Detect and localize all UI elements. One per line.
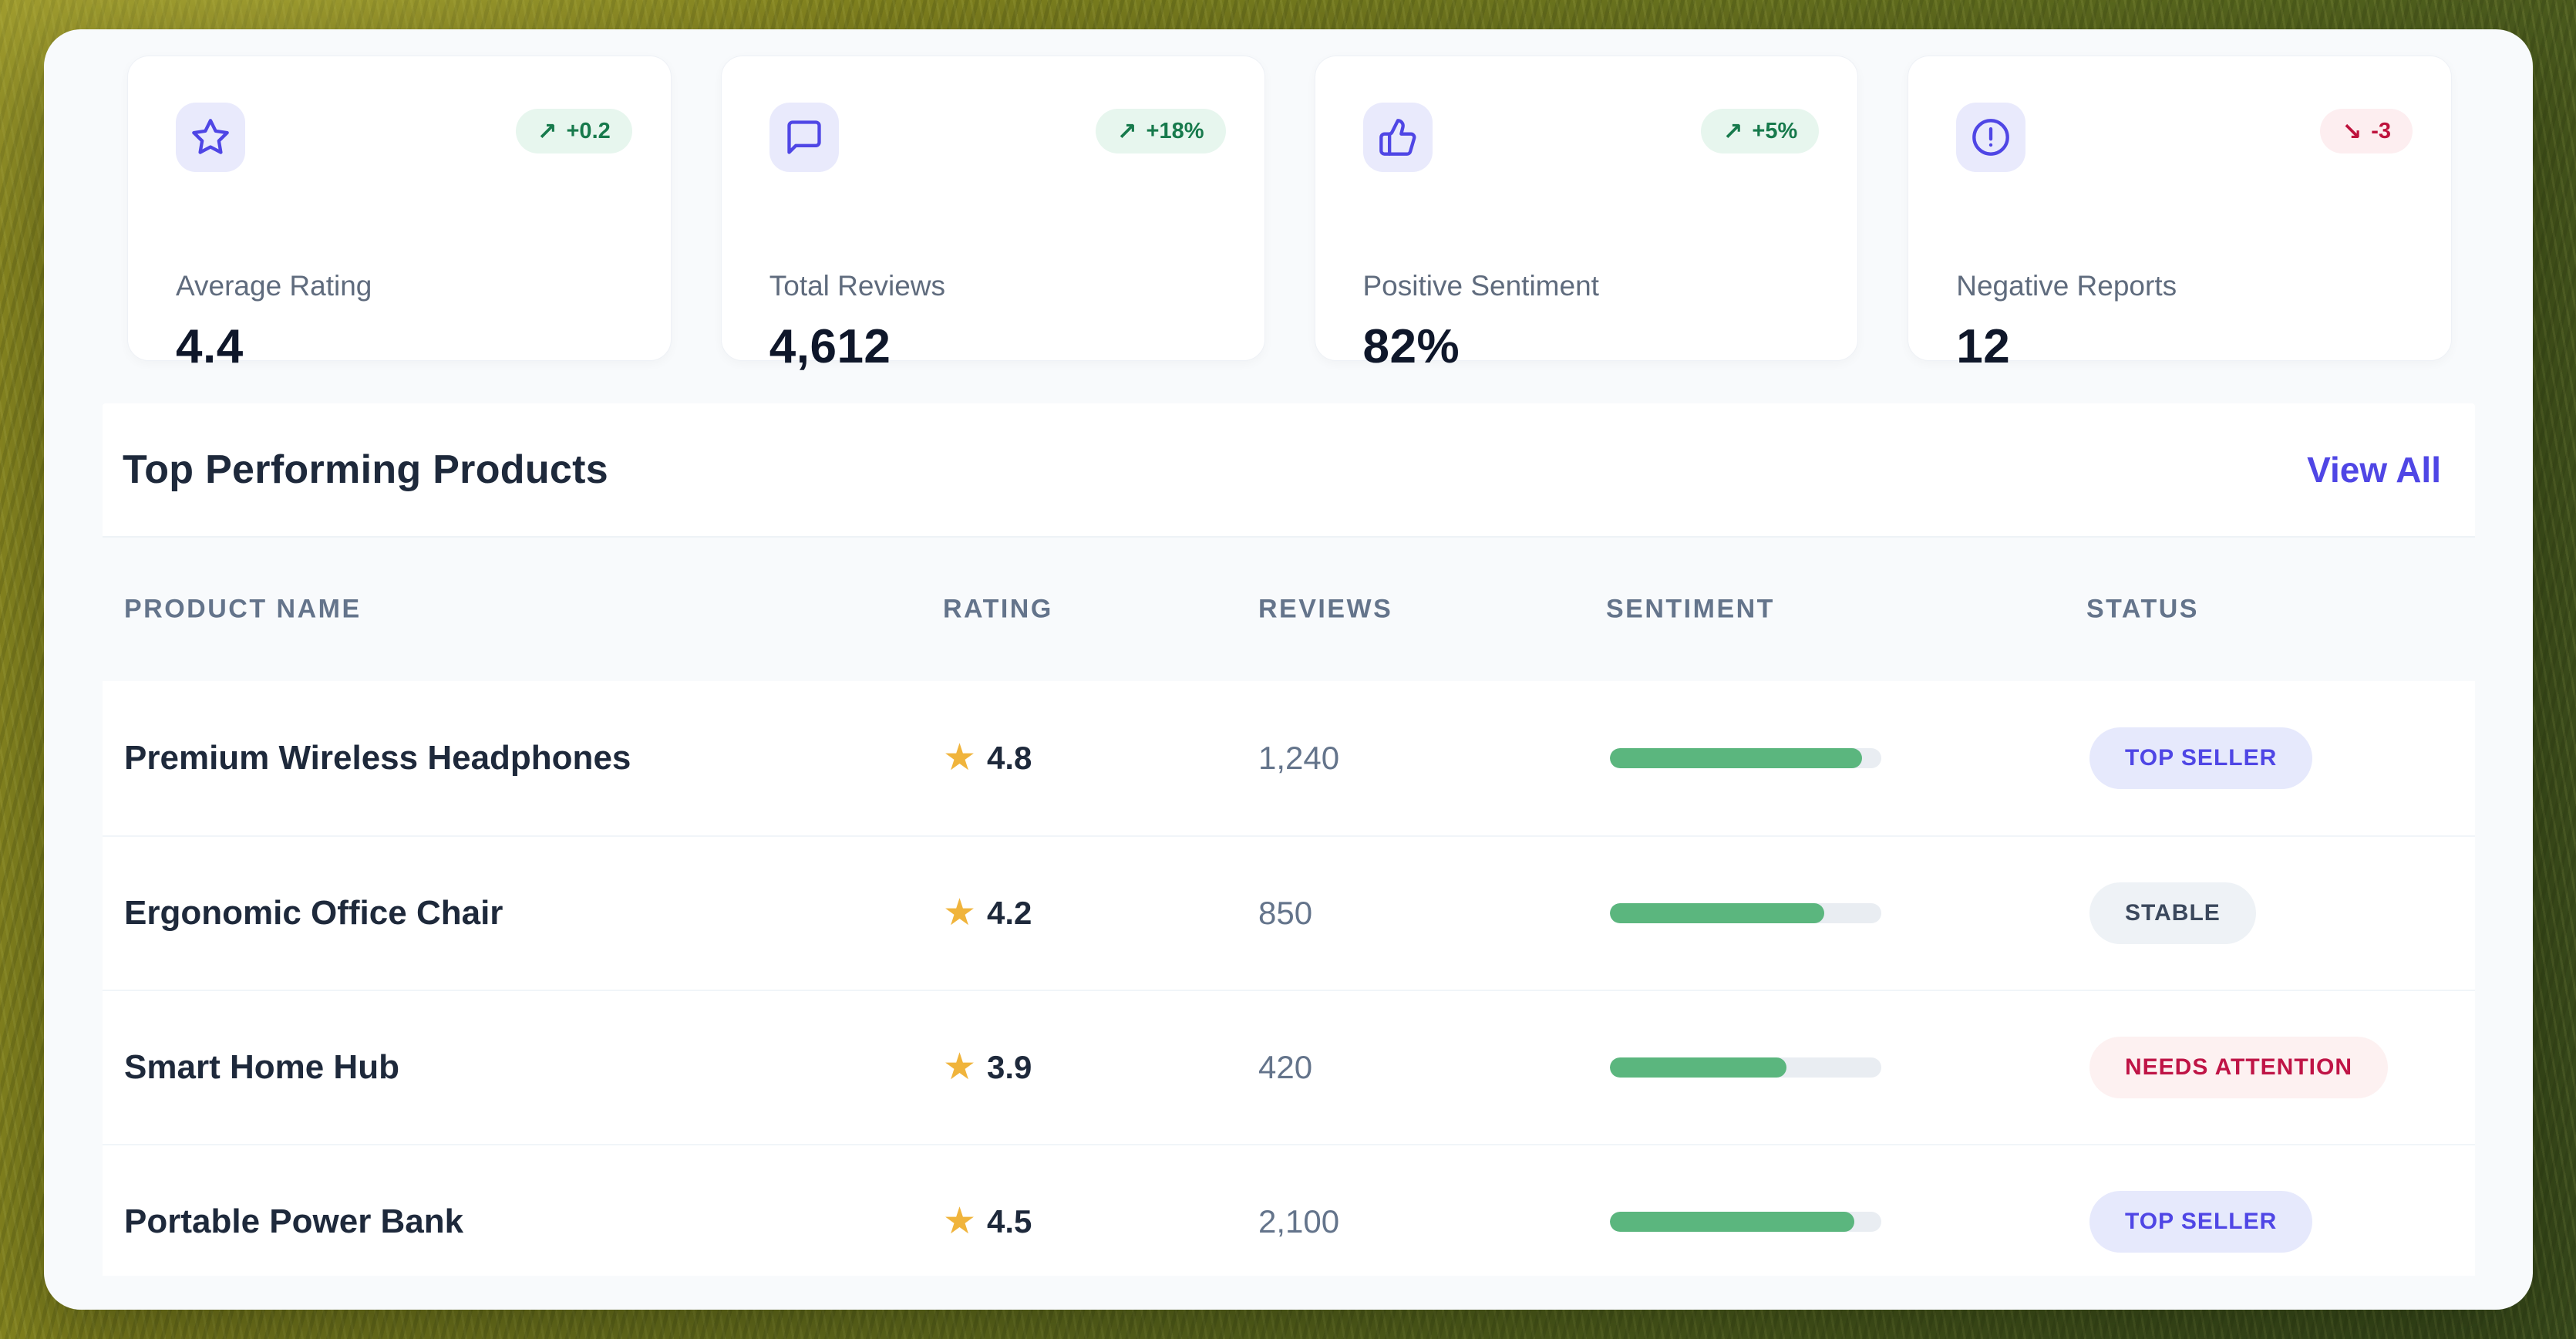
status-cell: STABLE (2089, 837, 2256, 990)
table-row[interactable]: Premium Wireless Headphones ★ 4.8 1,240 … (103, 681, 2475, 835)
column-header-product: PRODUCT NAME (124, 594, 362, 624)
status-badge: TOP SELLER (2089, 727, 2313, 789)
star-icon (176, 103, 245, 172)
stats-row: ↗ +0.2 Average Rating 4.4 ↗ +1 (127, 56, 2452, 373)
sentiment-bar-track (1610, 1212, 1881, 1232)
column-header-status: STATUS (2086, 594, 2199, 624)
status-badge: NEEDS ATTENTION (2089, 1037, 2389, 1098)
trend-badge: ↘ -3 (2320, 109, 2413, 153)
stat-value: 4,612 (769, 320, 891, 373)
product-name: Ergonomic Office Chair (124, 894, 503, 932)
star-icon: ★ (943, 1201, 977, 1242)
trend-up-icon: ↗ (1722, 117, 1743, 145)
thumbs-up-icon (1362, 103, 1433, 172)
column-header-reviews: REVIEWS (1258, 594, 1393, 624)
trend-down-icon: ↘ (2342, 117, 2362, 145)
stat-label: Average Rating (176, 270, 372, 302)
star-icon: ★ (943, 737, 977, 778)
star-icon: ★ (943, 892, 977, 933)
trend-value: +0.2 (566, 118, 611, 143)
sentiment-bar-fill (1610, 1212, 1854, 1232)
section-header: Top Performing Products View All (103, 403, 2475, 538)
trend-value: +5% (1752, 118, 1798, 143)
column-header-rating: RATING (943, 594, 1053, 624)
stat-card-top: ↗ +18% (769, 103, 1226, 172)
stat-card-top: ↗ +0.2 (176, 103, 632, 172)
stat-card-average-rating: ↗ +0.2 Average Rating 4.4 (127, 56, 672, 373)
page-title: Top Performing Products (123, 447, 608, 492)
table-row[interactable]: Smart Home Hub ★ 3.9 420 NEEDS ATTENTION (103, 990, 2475, 1144)
rating-cell: ★ 4.8 (943, 681, 1032, 835)
rating-cell: ★ 4.2 (943, 837, 1032, 990)
stat-card-negative-reports: ↘ -3 Negative Reports 12 (1908, 56, 2452, 373)
trend-up-icon: ↗ (537, 117, 557, 145)
stat-card-top: ↗ +5% (1362, 103, 1820, 172)
table-row[interactable]: Portable Power Bank ★ 4.5 2,100 TOP SELL… (103, 1144, 2475, 1276)
star-icon: ★ (943, 1047, 977, 1088)
sentiment-bar-track (1610, 903, 1881, 923)
stat-value: 82% (1362, 320, 1460, 373)
stat-label: Total Reviews (769, 270, 946, 302)
trend-up-icon: ↗ (1116, 117, 1137, 145)
trend-badge: ↗ +0.2 (515, 109, 632, 153)
sentiment-cell (1610, 1145, 1881, 1276)
stat-value: 4.4 (176, 320, 244, 373)
rating-cell: ★ 4.5 (943, 1145, 1032, 1276)
view-all-link[interactable]: View All (2307, 450, 2441, 490)
trend-badge: ↗ +18% (1095, 109, 1226, 153)
rating-value: 4.8 (987, 740, 1032, 776)
rating-cell: ★ 3.9 (943, 991, 1032, 1144)
stat-label: Positive Sentiment (1362, 270, 1599, 302)
stat-value: 12 (1956, 320, 2011, 373)
reviews-count: 850 (1258, 895, 1313, 931)
products-table: Premium Wireless Headphones ★ 4.8 1,240 … (103, 681, 2475, 1276)
status-cell: NEEDS ATTENTION (2089, 991, 2389, 1144)
sentiment-bar-track (1610, 748, 1881, 768)
sentiment-bar-fill (1610, 903, 1825, 923)
status-cell: TOP SELLER (2089, 1145, 2313, 1276)
dashboard-panel: ↗ +0.2 Average Rating 4.4 ↗ +1 (44, 29, 2533, 1310)
sentiment-bar-fill (1610, 1057, 1786, 1078)
reviews-count: 420 (1258, 1049, 1313, 1085)
sentiment-cell (1610, 991, 1881, 1144)
trend-value: +18% (1146, 118, 1204, 143)
status-badge: STABLE (2089, 882, 2256, 944)
rating-value: 4.5 (987, 1203, 1032, 1240)
rating-value: 3.9 (987, 1049, 1032, 1085)
product-name: Premium Wireless Headphones (124, 739, 631, 777)
product-name: Portable Power Bank (124, 1202, 464, 1240)
trend-value: -3 (2371, 118, 2391, 143)
message-square-icon (769, 103, 839, 172)
trend-badge: ↗ +5% (1701, 109, 1820, 153)
table-row[interactable]: Ergonomic Office Chair ★ 4.2 850 STABLE (103, 835, 2475, 990)
reviews-count: 1,240 (1258, 740, 1340, 776)
column-header-sentiment: SENTIMENT (1606, 594, 1775, 624)
product-name: Smart Home Hub (124, 1048, 399, 1086)
rating-value: 4.2 (987, 895, 1032, 931)
sentiment-bar-track (1610, 1057, 1881, 1078)
stat-card-top: ↘ -3 (1956, 103, 2413, 172)
status-badge: TOP SELLER (2089, 1191, 2313, 1253)
reviews-count: 2,100 (1258, 1203, 1340, 1240)
status-cell: TOP SELLER (2089, 681, 2313, 835)
table-header-row: PRODUCT NAME RATING REVIEWS SENTIMENT ST… (103, 538, 2475, 681)
stat-card-total-reviews: ↗ +18% Total Reviews 4,612 (720, 56, 1265, 373)
stat-label: Negative Reports (1956, 270, 2177, 302)
stat-card-positive-sentiment: ↗ +5% Positive Sentiment 82% (1314, 56, 1859, 373)
sentiment-cell (1610, 681, 1881, 835)
sentiment-cell (1610, 837, 1881, 990)
alert-circle-icon (1956, 103, 2026, 172)
sentiment-bar-fill (1610, 748, 1863, 768)
